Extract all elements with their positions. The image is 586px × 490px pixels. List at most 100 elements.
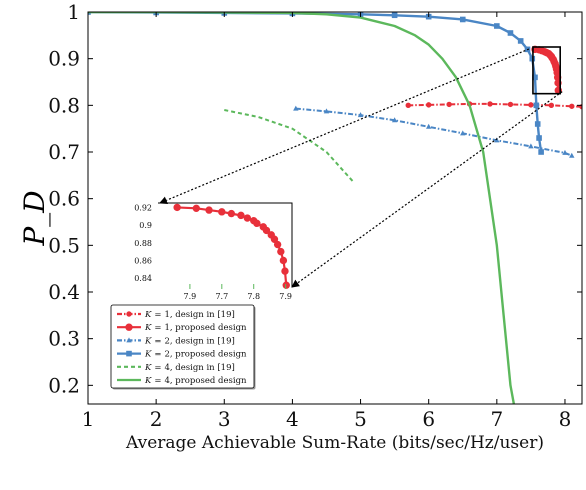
series-3-point-9 bbox=[507, 30, 514, 36]
x-tick-label-7: 8 bbox=[559, 407, 572, 431]
frame-layer: 1 2 3 4 5 6 7 8 0.2 0.3 0.4 0.5 0.6 0.7 0.8 0.9 1 Average… bbox=[18, 0, 583, 453]
y-tick-label-6: 0.8 bbox=[48, 93, 80, 117]
legend-k-3: K bbox=[144, 350, 152, 360]
legend-k-2: K bbox=[144, 336, 152, 346]
inset-series-point-4 bbox=[227, 209, 236, 218]
legend-marker-1 bbox=[125, 323, 133, 331]
inset-y-tick-label-1: 0.9 bbox=[139, 221, 152, 230]
legend-label-0: K = 1, design in [19] bbox=[144, 310, 235, 320]
inset-x-tick-label-0: 7.9 bbox=[184, 292, 197, 301]
series-3-point-10 bbox=[517, 38, 524, 44]
legend-eq-1: = bbox=[154, 323, 161, 333]
y-tick-label-2: 0.4 bbox=[48, 280, 80, 304]
series-2-point-5 bbox=[460, 130, 466, 136]
legend-rest-4: 4, design in [19] bbox=[164, 363, 234, 373]
x-tick-label-1: 2 bbox=[150, 407, 163, 431]
inset-y-tick-label-0: 0.92 bbox=[134, 203, 152, 212]
legend-eq-5: = bbox=[154, 376, 161, 386]
inset-series-point-8 bbox=[253, 219, 261, 228]
series-2-point-8 bbox=[562, 149, 568, 155]
series-2-point-7 bbox=[528, 143, 534, 149]
series-0-point-4 bbox=[487, 101, 493, 107]
inset-y-tick-label-3: 0.86 bbox=[134, 256, 152, 265]
series-0-point-6 bbox=[528, 102, 534, 108]
series-0-point-0 bbox=[405, 102, 411, 109]
inset-series-line bbox=[177, 206, 288, 286]
series-2-point-4 bbox=[425, 123, 432, 129]
series-3-point-14 bbox=[533, 102, 540, 109]
series-5 bbox=[88, 12, 516, 404]
x-tick-label-3: 4 bbox=[286, 407, 299, 431]
inset-series-point-17 bbox=[282, 281, 290, 289]
series-0-point-7 bbox=[548, 102, 555, 109]
y-tick-label-8: 1 bbox=[67, 0, 80, 24]
x-tick-label-6: 7 bbox=[490, 407, 503, 431]
y-tick-label-7: 0.9 bbox=[48, 47, 80, 71]
legend-eq-4: = bbox=[154, 363, 161, 373]
series-line-4 bbox=[224, 109, 355, 184]
legend-layer: K = 1, design in [19]K = 1, proposed designK… bbox=[110, 304, 256, 390]
legend-eq-0: = bbox=[154, 310, 161, 320]
inset-series-point-6 bbox=[243, 214, 252, 222]
series-0-point-5 bbox=[507, 101, 514, 108]
inset-series-point-5 bbox=[237, 211, 245, 220]
series-2-point-3 bbox=[391, 117, 398, 123]
legend-marker-3 bbox=[126, 350, 132, 357]
inset-series-point-13 bbox=[273, 240, 282, 249]
inset-series-point-0 bbox=[173, 203, 181, 212]
x-tick-label-0: 1 bbox=[82, 407, 95, 431]
legend-rest-3: 2, proposed design bbox=[164, 350, 247, 360]
x-axis-title: Average Achievable Sum-Rate (bits/sec/Hz… bbox=[125, 433, 544, 453]
x-tick-label-2: 3 bbox=[218, 407, 231, 431]
inset-series bbox=[173, 203, 290, 289]
legend-k-5: K bbox=[144, 376, 152, 386]
legend-label-1: K = 1, proposed design bbox=[144, 323, 247, 333]
series-3-point-8 bbox=[494, 23, 500, 29]
inset-series-point-2 bbox=[205, 206, 213, 214]
plot-frame bbox=[87, 11, 583, 405]
series-0-point-8 bbox=[569, 103, 575, 109]
legend-label-5: K = 4, proposed design bbox=[144, 376, 247, 386]
x-tick-label-5: 6 bbox=[422, 407, 435, 431]
inset-series-point-12 bbox=[270, 235, 279, 243]
series-3-point-16 bbox=[536, 135, 542, 141]
x-tick-label-4: 5 bbox=[354, 407, 367, 431]
legend-eq-3: = bbox=[154, 350, 161, 360]
series-3-point-15 bbox=[534, 121, 541, 127]
zoom-arrow-bottom bbox=[291, 91, 563, 288]
legend-k-4: K bbox=[144, 363, 152, 373]
inset-series-point-16 bbox=[281, 267, 289, 275]
legend-rest-2: 2, design in [19] bbox=[164, 336, 234, 346]
series-0-point-2 bbox=[446, 101, 452, 108]
zoom-box bbox=[532, 46, 561, 95]
legend-marker-2 bbox=[126, 337, 132, 343]
series-3-point-13 bbox=[532, 74, 538, 81]
y-tick-label-0: 0.2 bbox=[48, 373, 80, 397]
inset-series-point-10 bbox=[262, 226, 271, 235]
series-0 bbox=[405, 101, 582, 110]
series-3-point-0 bbox=[88, 12, 91, 15]
legend-eq-2: = bbox=[154, 336, 161, 346]
series-3-point-17 bbox=[538, 149, 544, 155]
series-line-0 bbox=[408, 102, 582, 108]
legend-k-1: K bbox=[144, 323, 152, 333]
inset-frame bbox=[158, 202, 293, 287]
inset-series-point-3 bbox=[218, 208, 226, 216]
zoom-arrow-top bbox=[159, 48, 530, 204]
series-4 bbox=[224, 109, 355, 184]
inset-x-tick-label-1: 7.7 bbox=[215, 292, 228, 301]
series-line-2 bbox=[295, 107, 573, 157]
plot-layer bbox=[88, 12, 582, 404]
legend-label-3: K = 2, proposed design bbox=[144, 350, 247, 360]
series-3-point-7 bbox=[459, 16, 466, 23]
legend-label-2: K = 2, design in [19] bbox=[144, 336, 235, 346]
inset-y-tick-label-2: 0.88 bbox=[134, 239, 152, 248]
series-3 bbox=[88, 12, 544, 155]
series-line-5 bbox=[88, 12, 516, 404]
series-line-3 bbox=[88, 12, 543, 153]
y-tick-label-5: 0.7 bbox=[48, 140, 80, 164]
inset-series-point-15 bbox=[279, 256, 288, 265]
series-2-point-0 bbox=[293, 105, 299, 111]
inset-x-tick-label-2: 7.8 bbox=[247, 292, 260, 301]
